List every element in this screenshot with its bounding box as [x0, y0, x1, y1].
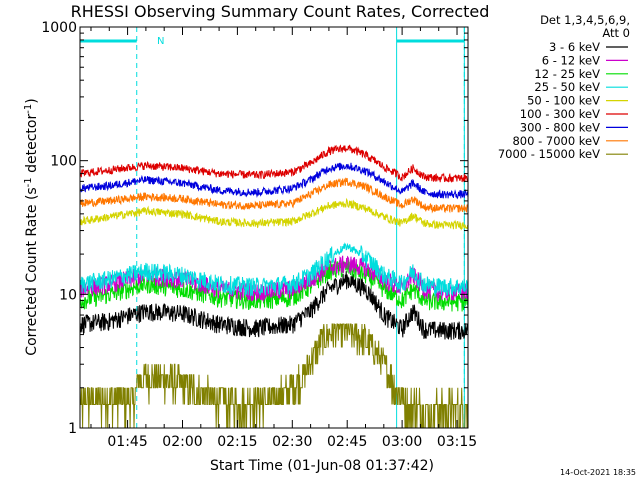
y-tick-label-3: 1000: [41, 20, 77, 36]
y-axis-label-sup1: -1: [23, 177, 34, 187]
x-axis-label: Start Time (01-Jun-08 01:37:42): [210, 458, 434, 474]
x-tick-label-4: 02:45: [327, 434, 367, 450]
series-line-6: [80, 162, 468, 200]
x-tick-label-5: 03:00: [382, 434, 422, 450]
y-axis-ticks: 1 10 100 1000: [41, 20, 468, 437]
series-line-0: [80, 271, 468, 340]
x-tick-label-0: 01:45: [107, 434, 147, 450]
legend-label-0: 3 - 6 keV: [549, 40, 600, 54]
y-tick-label-2: 100: [50, 154, 77, 170]
series-line-5: [80, 144, 468, 183]
series-layer: [80, 144, 468, 428]
series-line-4: [80, 197, 468, 231]
x-tick-label-1: 02:00: [162, 434, 202, 450]
series-line-3: [80, 242, 468, 298]
y-tick-label-1: 10: [59, 287, 77, 303]
chart-title: RHESSI Observing Summary Count Rates, Co…: [71, 2, 490, 21]
legend-label-1: 6 - 12 keV: [542, 53, 600, 67]
generation-timestamp: 14-Oct-2021 18:35: [560, 468, 636, 477]
legend-header-attenuator: Att 0: [602, 26, 630, 40]
x-tick-label-3: 02:30: [272, 434, 312, 450]
series-line-8: [80, 323, 468, 428]
x-axis-ticks: 01:45 02:00 02:15 02:30 02:45 03:00 03:15: [90, 27, 477, 450]
legend-label-3: 25 - 50 keV: [534, 80, 600, 94]
legend-label-4: 50 - 100 keV: [527, 94, 600, 108]
legend-label-5: 100 - 300 keV: [520, 107, 600, 121]
series-line-2: [80, 259, 468, 312]
night-annotation-n: N: [157, 36, 164, 47]
legend-label-6: 300 - 800 keV: [520, 120, 600, 134]
y-axis-label-part2: detector: [24, 114, 40, 178]
legend-label-2: 12 - 25 keV: [534, 67, 600, 81]
y-axis-label: Corrected Count Rate (s-1 detector-1): [23, 98, 40, 355]
legend-header-detectors: Det 1,3,4,5,6,9,: [540, 13, 630, 27]
y-axis-label-part1: Corrected Count Rate (s: [24, 187, 40, 355]
legend-label-8: 7000 - 15000 keV: [498, 147, 600, 161]
series-line-7: [80, 177, 468, 214]
x-tick-label-6: 03:15: [437, 434, 477, 450]
y-tick-label-0: 1: [68, 421, 77, 437]
x-tick-label-2: 02:15: [217, 434, 257, 450]
legend-label-7: 800 - 7000 keV: [512, 134, 600, 148]
y-axis-label-part3: ): [24, 98, 40, 103]
y-axis-label-sup2: -1: [23, 104, 34, 114]
